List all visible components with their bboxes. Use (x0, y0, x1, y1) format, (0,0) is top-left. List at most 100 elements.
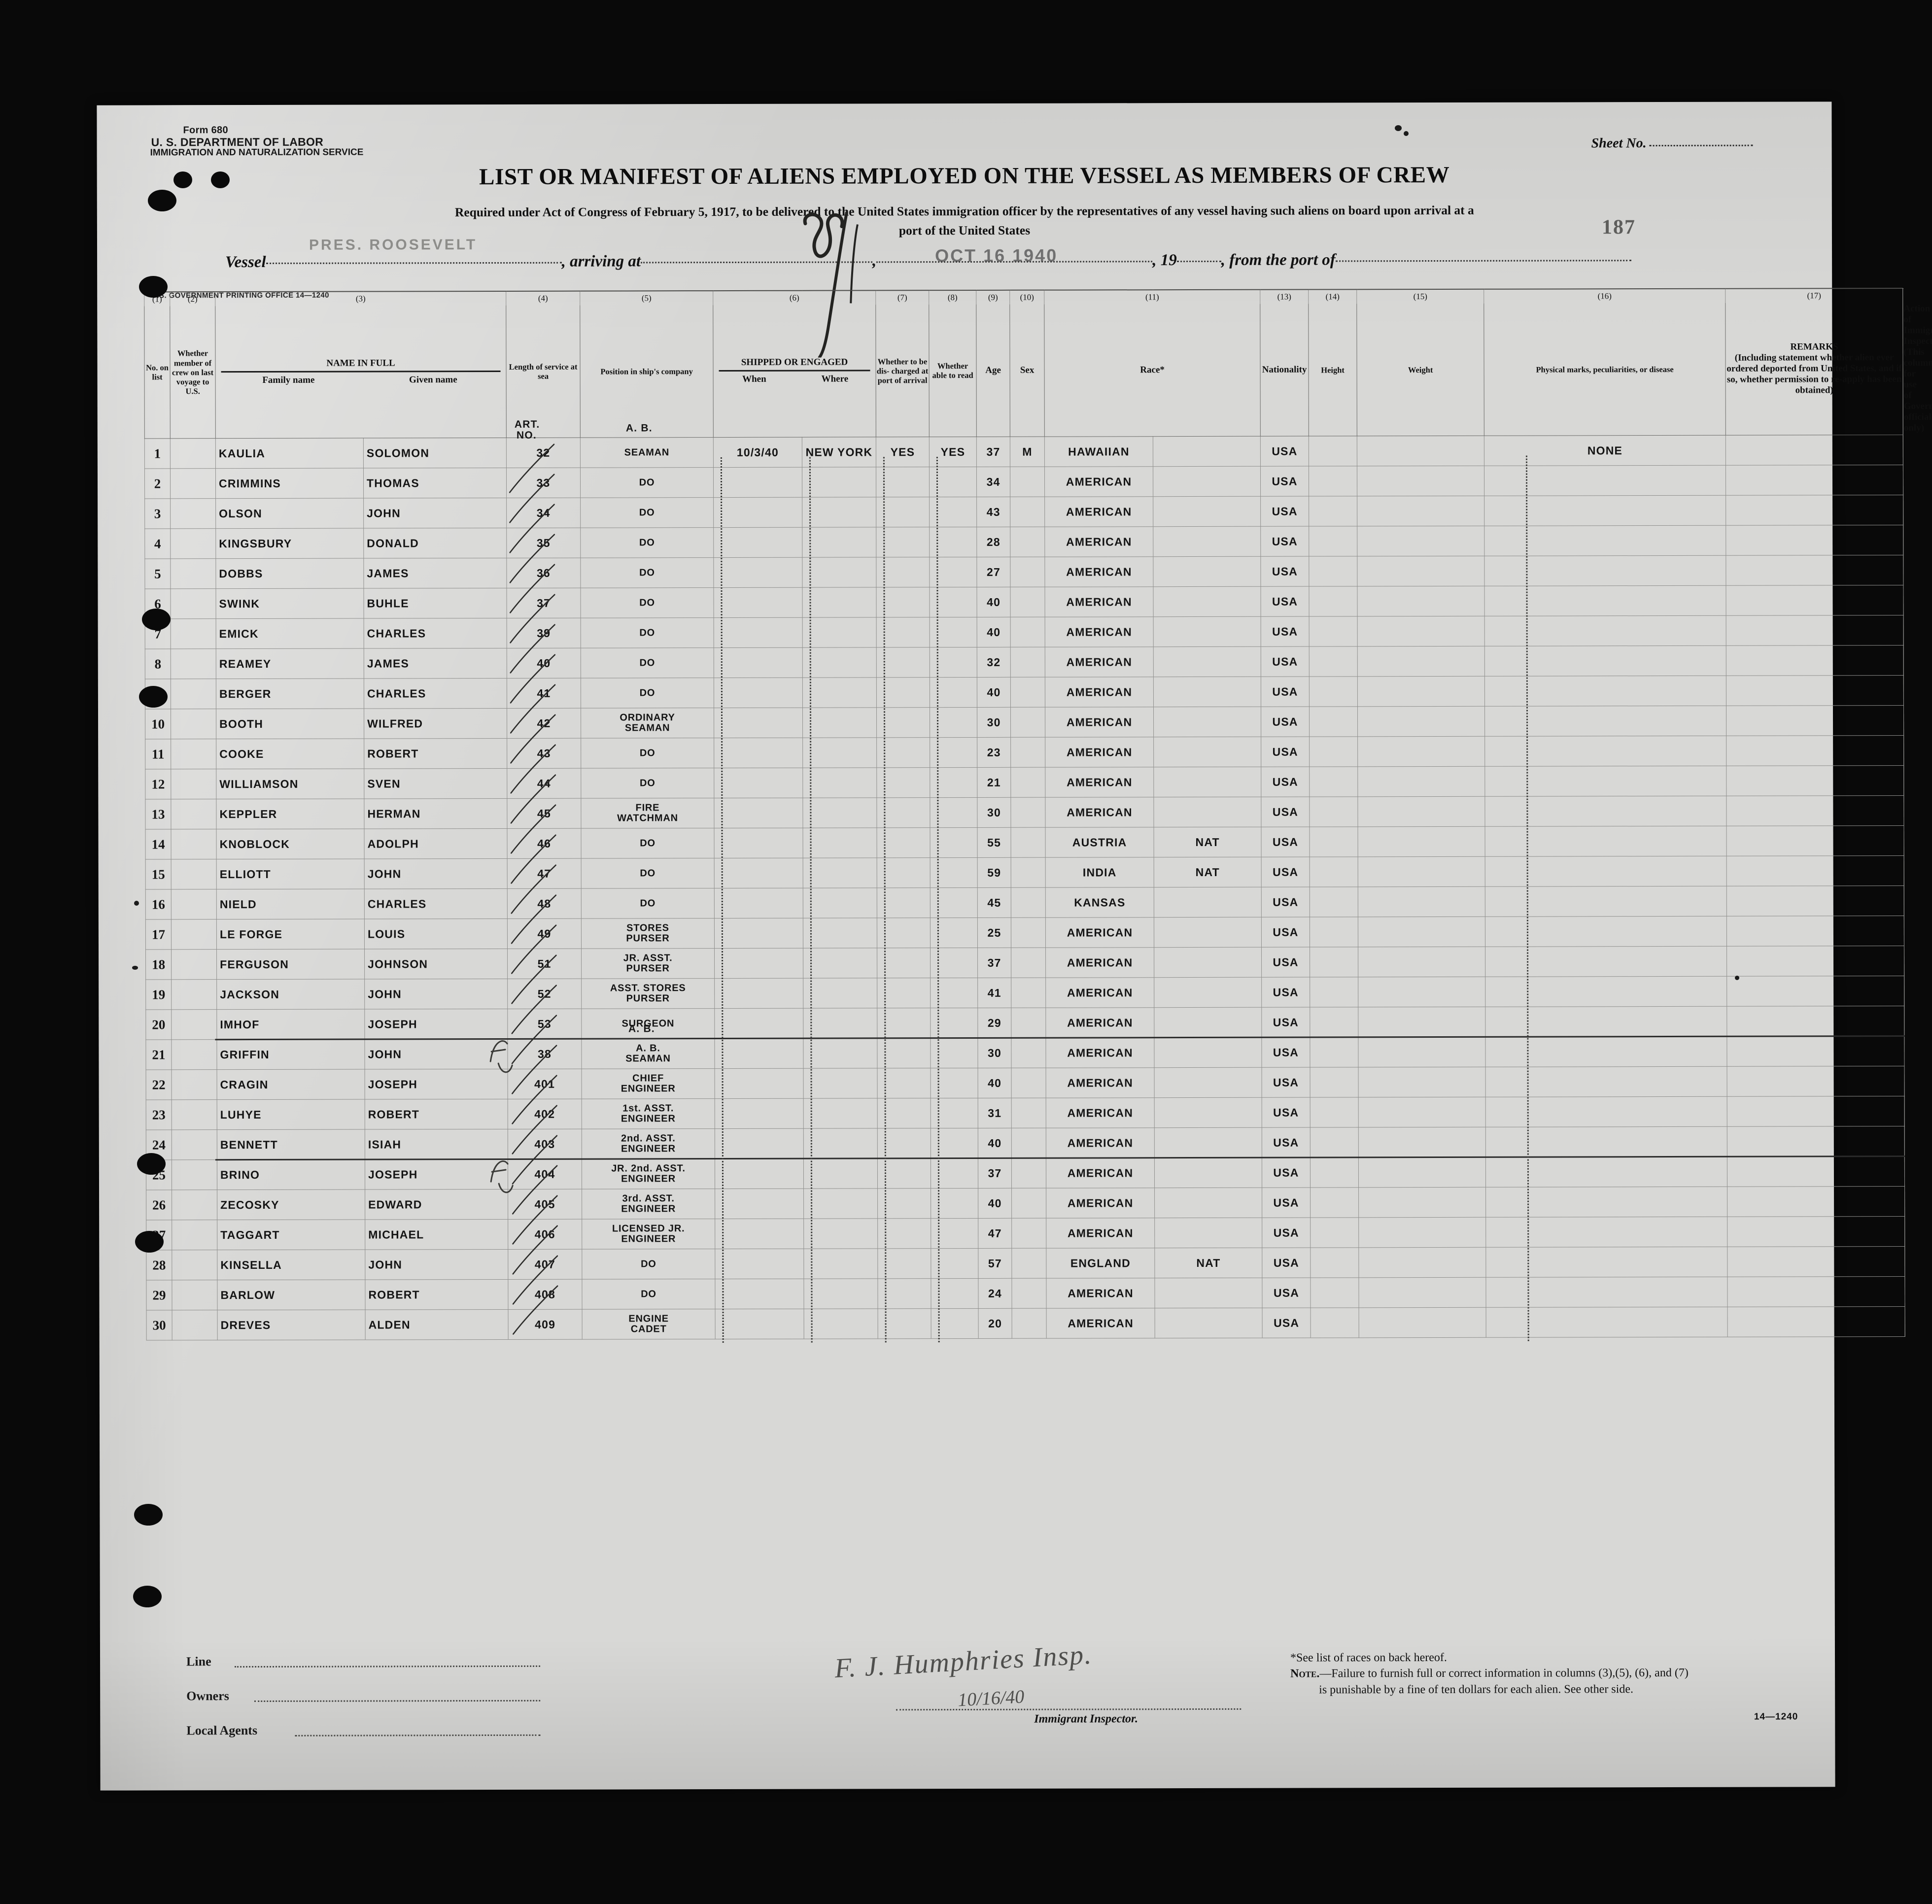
cell-family-name: CRIMMINS (215, 468, 364, 499)
header-remarks-title: REMARKS (1790, 341, 1838, 352)
cell-row-number: 14 (145, 829, 172, 860)
cell-family-name: COOKE (216, 739, 364, 770)
cell-row-number: 4 (144, 529, 171, 559)
cell-weight (1358, 1217, 1486, 1248)
cell-race: AMERICAN (1045, 978, 1154, 1008)
cell-given-name: JAMES (364, 648, 507, 679)
cell-family-name: REAMEY (216, 648, 364, 680)
cell-race: AMERICAN (1045, 1038, 1155, 1068)
cell-physical-marks (1484, 706, 1726, 737)
cell-height (1310, 857, 1358, 887)
cell-article-number: 402 (508, 1099, 582, 1129)
cell-member-last-voyage (170, 529, 216, 559)
cell-member-last-voyage (172, 1310, 218, 1341)
note-text: —Failure to furnish full or correct info… (1319, 1666, 1689, 1680)
cell-member-last-voyage (170, 589, 216, 619)
cell-article-number: 40 (507, 648, 581, 679)
cell-row-number: 15 (145, 859, 172, 890)
cell-race-nat (1154, 1037, 1262, 1068)
cell-family-name: KINGSBURY (215, 528, 364, 559)
cell-weight (1358, 1187, 1486, 1218)
cell-shipped-when (714, 978, 803, 1009)
cell-age: 59 (977, 857, 1011, 888)
sheet-number-blank[interactable] (1649, 144, 1753, 147)
cell-member-last-voyage (171, 619, 216, 649)
owners-blank[interactable] (254, 1700, 541, 1702)
header-given-name: Given name (409, 374, 457, 385)
cell-race: INDIA (1045, 857, 1154, 888)
table-row: 12 WILLIAMSON SVEN 44 DO 21 AMERICAN USA (145, 765, 1904, 800)
table-row: 2 CRIMMINS THOMAS 33 DO 34 AMERICAN USA (144, 465, 1903, 499)
table-row: 23 LUHYE ROBERT 402 1st. ASST. ENGINEER 31 AMER… (146, 1096, 1905, 1130)
cell-race-nat (1153, 586, 1261, 617)
cell-member-last-voyage (171, 799, 217, 830)
table-row: 21 GRIFFIN JOHN 38 A. B. SEAMAN 30 AMERICAN USA (145, 1036, 1905, 1070)
cell-article-number: 408 (508, 1279, 583, 1310)
dust-speck (1395, 125, 1402, 131)
crew-manifest-table: (1) (2) (3) (4) (5) (6) (7) (8) (9) (10)… (144, 288, 1932, 1341)
cell-row-number: 13 (145, 799, 172, 830)
cell-shipped-when (714, 828, 803, 858)
arrival-date-blank[interactable] (876, 251, 1153, 263)
cell-sex (1010, 737, 1045, 768)
cell-race-nat (1154, 1007, 1262, 1038)
cell-height (1309, 496, 1357, 527)
cell-race-nat (1154, 1188, 1262, 1219)
cell-physical-marks (1485, 856, 1727, 887)
cell-position-line1: ASST. STORES (610, 983, 686, 994)
cell-article-number: 48 (507, 888, 582, 919)
cell-family-name: KAULIA (215, 438, 364, 469)
cell-height (1309, 707, 1358, 737)
cell-member-last-voyage (172, 1130, 217, 1160)
cell-height (1310, 1037, 1359, 1068)
cell-shipped-where (803, 858, 877, 888)
cell-nationality: USA (1261, 797, 1310, 827)
header-shipped-or-engaged: SHIPPED OR ENGAGED When Where (713, 305, 876, 438)
cell-family-name: KINSELLA (217, 1250, 365, 1281)
cell-weight (1357, 466, 1484, 497)
cell-article-number: 34 (506, 498, 581, 528)
footnotes: *See list of races on back hereof. Note.… (1290, 1649, 1808, 1722)
cell-member-last-voyage (171, 889, 217, 920)
cell-sex: M (1010, 437, 1045, 467)
colnum-9: (9) (976, 290, 1010, 305)
cell-given-name: ISIAH (365, 1129, 508, 1160)
cell-race: AMERICAN (1045, 677, 1154, 708)
cell-age: 37 (978, 1158, 1012, 1189)
local-agents-blank[interactable] (295, 1734, 541, 1736)
cell-remarks (1725, 555, 1904, 586)
table-row: 26 ZECOSKY EDWARD 405 3rd. ASST. ENGINEER 40 AM… (146, 1186, 1905, 1221)
line-blank[interactable] (235, 1665, 541, 1668)
cell-shipped-when (714, 1038, 804, 1069)
cell-member-last-voyage (172, 1220, 217, 1251)
cell-sex (1010, 587, 1045, 617)
year-blank[interactable] (1176, 250, 1221, 263)
cell-remarks (1727, 1216, 1905, 1247)
cell-shipped-where (802, 678, 877, 708)
cell-given-name: JOSEPH (364, 1009, 508, 1040)
cell-physical-marks (1484, 555, 1726, 586)
inspector-signature-blank[interactable] (896, 1708, 1242, 1711)
cell-article-number: 35 (506, 528, 581, 558)
cell-race: ENGLAND (1046, 1248, 1155, 1279)
cell-family-name: CRAGIN (217, 1069, 365, 1100)
cell-row-number: 19 (145, 980, 172, 1010)
cell-member-last-voyage (171, 679, 216, 710)
cell-family-name: OLSON (215, 498, 364, 529)
table-row: 29 BARLOW ROBERT 408 DO 24 AMERICAN USA (146, 1276, 1905, 1311)
cell-row-number: 8 (145, 649, 171, 680)
cell-shipped-where (803, 1158, 878, 1189)
cell-given-name: JOHN (364, 1039, 508, 1070)
vessel-blank[interactable] (266, 252, 562, 264)
cell-weight (1357, 676, 1485, 707)
cell-shipped-when (714, 647, 803, 678)
from-port-blank[interactable] (1335, 250, 1631, 262)
cell-physical-marks (1485, 1277, 1728, 1308)
cell-member-last-voyage (172, 1280, 218, 1311)
colnum-16: (16) (1484, 288, 1725, 304)
cell-shipped-when (714, 1008, 803, 1039)
cell-weight (1357, 436, 1484, 467)
arriving-at-blank[interactable] (641, 251, 873, 264)
cell-physical-marks (1485, 916, 1727, 947)
cell-sex (1010, 767, 1045, 798)
